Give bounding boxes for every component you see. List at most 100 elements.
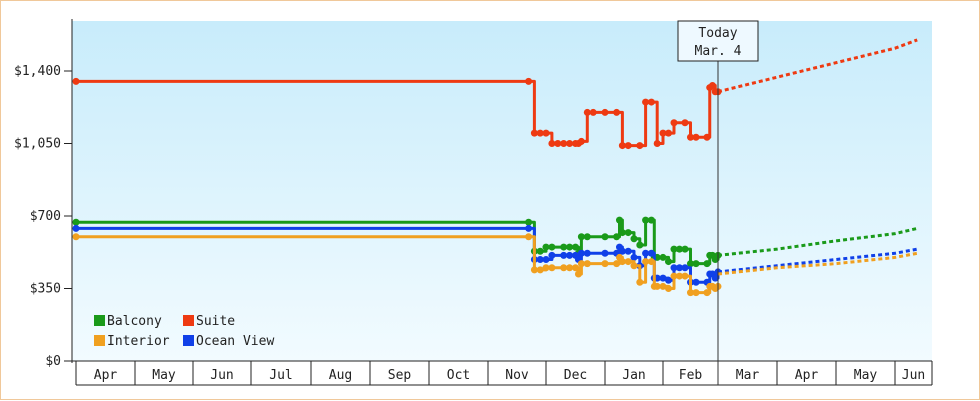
legend-label: Balcony xyxy=(107,314,162,329)
x-tick-label: Jul xyxy=(269,368,292,383)
data-point xyxy=(711,274,719,282)
data-point xyxy=(670,245,678,253)
projection-line xyxy=(717,247,918,274)
data-point xyxy=(647,258,655,266)
data-point xyxy=(536,256,544,263)
data-point xyxy=(548,140,556,147)
data-point xyxy=(647,216,655,224)
legend-label: Interior xyxy=(107,334,170,349)
data-point xyxy=(548,243,556,251)
data-point xyxy=(536,129,544,137)
data-point xyxy=(583,108,591,116)
data-point xyxy=(665,285,672,292)
data-point xyxy=(589,108,597,116)
data-point xyxy=(566,243,574,251)
data-point xyxy=(659,274,667,282)
data-point xyxy=(601,108,609,116)
data-point xyxy=(681,119,689,127)
data-point xyxy=(613,233,621,241)
data-point xyxy=(692,260,700,268)
data-point xyxy=(636,142,644,150)
legend-swatch xyxy=(94,315,105,326)
x-tick-label: Sep xyxy=(388,368,412,383)
x-tick-label: Feb xyxy=(679,368,703,383)
data-point xyxy=(548,264,556,272)
data-point xyxy=(670,272,678,280)
x-tick-label: Jun xyxy=(902,368,925,383)
data-point xyxy=(577,249,585,257)
data-point xyxy=(601,260,609,268)
data-point xyxy=(583,249,591,257)
data-point xyxy=(613,260,621,268)
legend-label: Ocean View xyxy=(196,334,274,349)
x-tick-label: Apr xyxy=(94,368,118,383)
data-point xyxy=(560,243,568,251)
data-point xyxy=(530,266,538,274)
data-point xyxy=(542,129,550,137)
data-point xyxy=(659,282,667,290)
data-point xyxy=(703,289,711,297)
legend-swatch xyxy=(94,335,105,346)
x-tick-label: Mar xyxy=(736,368,760,383)
data-point xyxy=(554,140,562,147)
data-point xyxy=(630,235,638,243)
projection-line xyxy=(717,226,918,257)
legend: Balcony Suite Interior Ocean View xyxy=(94,314,274,349)
legend-swatch xyxy=(183,335,194,346)
legend-swatch xyxy=(183,315,194,326)
x-tick-label: Jun xyxy=(210,368,233,383)
data-point xyxy=(659,129,667,137)
data-point xyxy=(636,241,644,249)
data-point xyxy=(566,264,574,272)
data-point xyxy=(681,264,689,272)
data-point xyxy=(624,229,632,237)
data-point xyxy=(72,224,80,232)
data-point xyxy=(566,140,574,147)
today-label: Today xyxy=(698,26,737,41)
data-point xyxy=(525,218,533,226)
series-balcony xyxy=(72,216,918,268)
data-point xyxy=(574,270,582,278)
data-point xyxy=(618,258,626,266)
data-point xyxy=(542,256,550,263)
data-point xyxy=(560,251,568,259)
data-point xyxy=(566,251,574,259)
plot-background xyxy=(72,21,932,361)
series-suite xyxy=(72,38,918,150)
x-tick-label: Jan xyxy=(622,368,645,383)
data-point xyxy=(665,258,672,266)
data-point xyxy=(577,137,585,145)
data-point xyxy=(560,140,568,147)
data-point xyxy=(72,233,80,241)
series-interior xyxy=(72,233,918,297)
data-point xyxy=(583,260,591,268)
data-point xyxy=(542,264,550,272)
x-tick-label: Dec xyxy=(564,368,587,383)
y-axis-ticks: $0 $350 $700 $1,050 $1,400 xyxy=(14,64,72,369)
data-point xyxy=(560,264,568,272)
today-date: Mar. 4 xyxy=(695,44,742,59)
data-point xyxy=(665,129,672,137)
data-point xyxy=(624,142,632,150)
data-point xyxy=(630,262,638,270)
data-point xyxy=(583,233,591,241)
data-point xyxy=(681,272,689,280)
y-tick-label: $0 xyxy=(45,354,61,369)
data-point xyxy=(601,249,609,257)
data-point xyxy=(709,82,716,89)
series-ocean-view xyxy=(72,224,918,286)
data-point xyxy=(653,282,661,290)
x-tick-label: May xyxy=(152,368,176,383)
data-point xyxy=(72,77,80,85)
data-point xyxy=(618,229,626,237)
data-point xyxy=(616,216,623,224)
data-point xyxy=(536,247,544,255)
data-point xyxy=(536,266,544,274)
data-point xyxy=(572,243,579,251)
legend-label: Suite xyxy=(196,314,235,329)
data-point xyxy=(647,98,655,106)
data-point xyxy=(692,133,700,141)
x-axis-months: Apr May Jun Jul Aug Sep Oct Nov Dec Jan Feb Mar Apr M… xyxy=(75,361,933,386)
data-point xyxy=(703,260,711,268)
data-point xyxy=(525,233,533,241)
